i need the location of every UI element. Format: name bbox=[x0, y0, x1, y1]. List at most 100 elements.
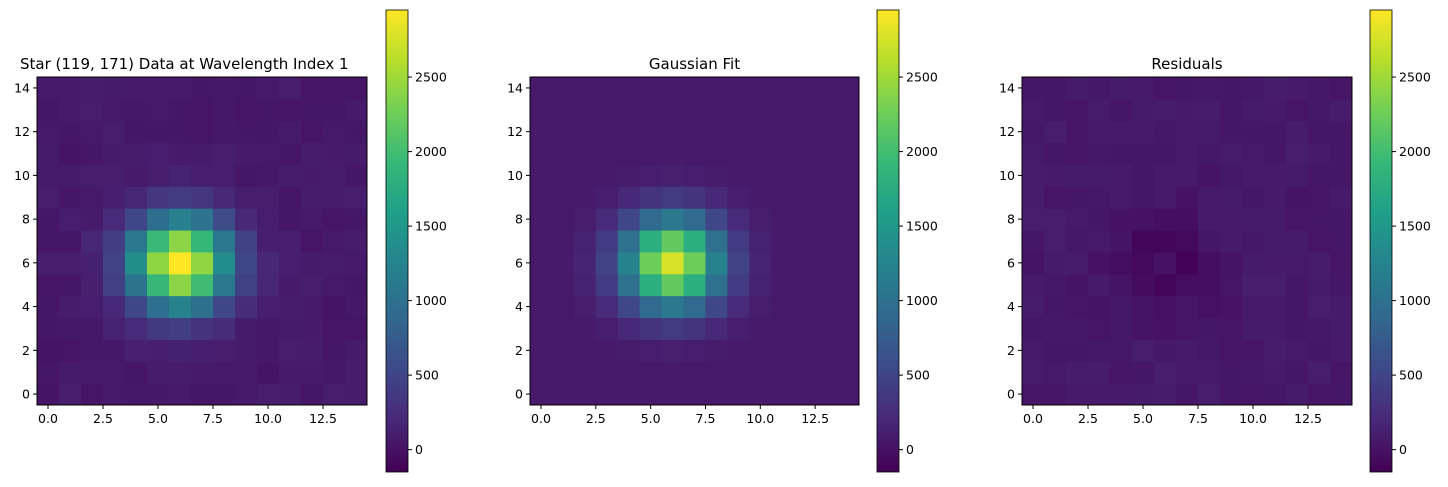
heatmap-cell bbox=[1220, 186, 1243, 209]
heatmap-cell bbox=[1198, 295, 1221, 319]
heatmap-cell bbox=[81, 361, 104, 384]
heatmap-cell bbox=[815, 230, 838, 253]
heatmap-cell bbox=[1286, 120, 1309, 144]
heatmap-cell bbox=[639, 230, 663, 253]
heatmap-cell bbox=[59, 295, 82, 319]
heatmap-cell bbox=[169, 120, 192, 144]
heatmap-cell bbox=[705, 208, 728, 231]
colorbar-tick-label: 500 bbox=[415, 368, 439, 383]
heatmap-cell bbox=[573, 77, 597, 100]
heatmap-cell bbox=[639, 98, 663, 122]
x-tick-label: 0.0 bbox=[1023, 411, 1043, 426]
heatmap-cell bbox=[1154, 98, 1177, 122]
heatmap-cell bbox=[59, 142, 82, 165]
heatmap-cell bbox=[279, 251, 302, 275]
heatmap-cell bbox=[1066, 208, 1089, 231]
heatmap-cell bbox=[1154, 383, 1177, 406]
heatmap-cell bbox=[1044, 208, 1067, 231]
heatmap-cell bbox=[235, 230, 258, 253]
heatmap-cell bbox=[1220, 361, 1243, 384]
heatmap-cell bbox=[661, 273, 685, 297]
heatmap-cell bbox=[125, 230, 148, 253]
heatmap-cell bbox=[727, 251, 750, 275]
heatmap-cell bbox=[1264, 142, 1287, 165]
heatmap-cell bbox=[1286, 317, 1309, 340]
heatmap-cell bbox=[771, 383, 794, 406]
heatmap-cell bbox=[345, 208, 368, 231]
heatmap-cell bbox=[37, 273, 60, 297]
heatmap-cell bbox=[1044, 142, 1067, 165]
heatmap-cell bbox=[595, 230, 619, 253]
heatmap-cell bbox=[705, 273, 728, 297]
y-tick-label: 2 bbox=[22, 343, 30, 358]
heatmap-cell bbox=[191, 142, 214, 165]
heatmap-cell bbox=[617, 317, 641, 340]
heatmap-cell bbox=[1242, 383, 1265, 406]
heatmap-cell bbox=[815, 208, 838, 231]
heatmap-cell bbox=[103, 273, 126, 297]
heatmap-cell bbox=[661, 295, 685, 319]
y-tick-label: 14 bbox=[999, 80, 1015, 95]
y-tick-label: 6 bbox=[22, 255, 30, 270]
heatmap-cell bbox=[323, 339, 346, 362]
heatmap-cell bbox=[257, 186, 280, 209]
heatmap-cell bbox=[749, 361, 772, 384]
heatmap-cell bbox=[1264, 208, 1287, 231]
heatmap-cell bbox=[1198, 186, 1221, 209]
heatmap-cell bbox=[279, 120, 302, 144]
heatmap-cell bbox=[639, 208, 663, 231]
heatmap-cell bbox=[1198, 208, 1221, 231]
heatmap-cell bbox=[683, 230, 706, 253]
heatmap-cell bbox=[530, 361, 553, 384]
heatmap-cell bbox=[639, 251, 663, 275]
y-tick-label: 4 bbox=[515, 299, 523, 314]
heatmap-cell bbox=[1022, 164, 1045, 187]
heatmap-cell bbox=[81, 142, 104, 165]
heatmap-cell bbox=[1308, 361, 1331, 384]
y-tick-label: 14 bbox=[14, 80, 30, 95]
heatmap-cell bbox=[771, 273, 794, 297]
x-tick-label: 7.5 bbox=[203, 411, 223, 426]
heatmap-cell bbox=[147, 164, 170, 187]
heatmap-cell bbox=[1286, 77, 1309, 100]
heatmap-cell bbox=[595, 186, 619, 209]
heatmap-cell bbox=[345, 295, 368, 319]
heatmap-cell bbox=[323, 142, 346, 165]
heatmap-cell bbox=[59, 273, 82, 297]
heatmap-cell bbox=[530, 273, 553, 297]
heatmap-cell bbox=[1264, 98, 1287, 122]
heatmap-cell bbox=[345, 164, 368, 187]
heatmap-cell bbox=[37, 120, 60, 144]
heatmap-cell bbox=[573, 164, 597, 187]
heatmap-cell bbox=[1044, 186, 1067, 209]
heatmap-cell bbox=[1330, 317, 1353, 340]
heatmap-cell bbox=[1132, 142, 1155, 165]
heatmap-cell bbox=[213, 383, 236, 406]
x-tick-label: 10.0 bbox=[1239, 411, 1267, 426]
heatmap-cell bbox=[683, 208, 706, 231]
heatmap-cell bbox=[1220, 98, 1243, 122]
heatmap-cell bbox=[1022, 295, 1045, 319]
heatmap-cell bbox=[169, 383, 192, 406]
heatmap-cell bbox=[1198, 120, 1221, 144]
heatmap-cell bbox=[705, 164, 728, 187]
colorbar-tick-label: 1500 bbox=[1399, 219, 1431, 234]
heatmap-cell bbox=[125, 339, 148, 362]
heatmap-cell bbox=[1286, 186, 1309, 209]
heatmap-cell bbox=[1242, 208, 1265, 231]
heatmap-cell bbox=[815, 77, 838, 100]
heatmap-cell bbox=[1044, 164, 1067, 187]
heatmap-cell bbox=[235, 383, 258, 406]
heatmap-cell bbox=[1198, 142, 1221, 165]
heatmap-cell bbox=[595, 77, 619, 100]
heatmap-cell bbox=[595, 98, 619, 122]
heatmap-cell bbox=[81, 251, 104, 275]
heatmap-cell bbox=[301, 230, 324, 253]
heatmap-cell bbox=[793, 77, 816, 100]
heatmap-cell bbox=[595, 164, 619, 187]
heatmap-cell bbox=[771, 164, 794, 187]
heatmap-cell bbox=[1308, 142, 1331, 165]
heatmap-cell bbox=[661, 339, 685, 362]
heatmap-cell bbox=[1044, 317, 1067, 340]
heatmap-cell bbox=[1044, 230, 1067, 253]
